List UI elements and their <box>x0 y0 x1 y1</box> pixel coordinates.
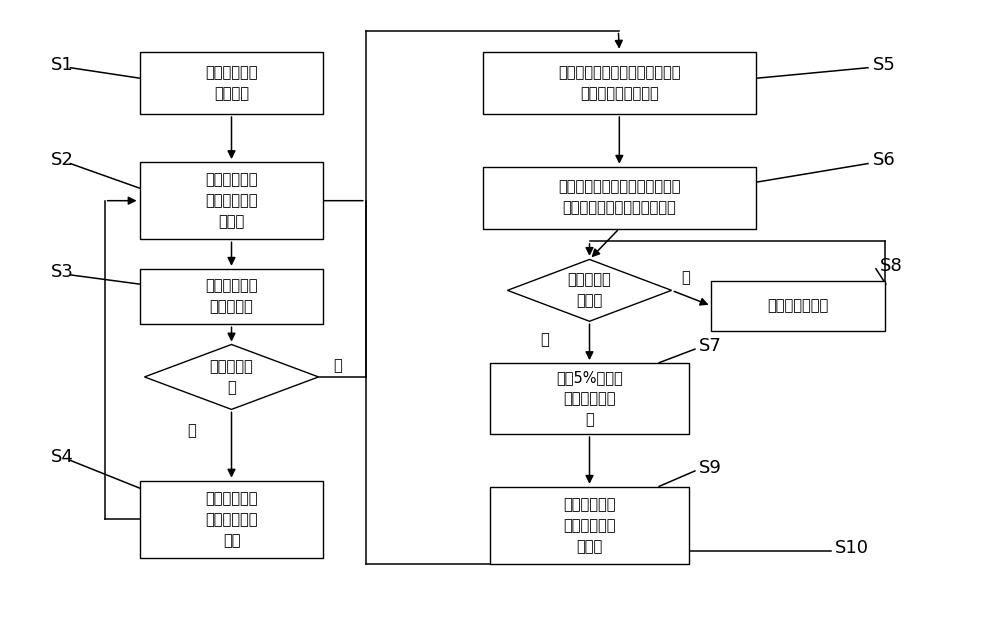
Text: 负载是否变
化: 负载是否变 化 <box>210 359 253 395</box>
Bar <box>140 269 323 324</box>
Text: 是: 是 <box>187 424 196 439</box>
Text: S4: S4 <box>51 448 73 466</box>
Text: S3: S3 <box>51 263 73 281</box>
Text: S1: S1 <box>51 56 73 74</box>
Text: S2: S2 <box>51 152 73 170</box>
Text: S8: S8 <box>880 256 903 275</box>
Text: 记录当前变化
的负载变量及
转速: 记录当前变化 的负载变量及 转速 <box>205 490 258 548</box>
Text: 否: 否 <box>333 358 342 373</box>
Text: 计算出当前负
载情况下的载
波频率: 计算出当前负 载情况下的载 波频率 <box>205 172 258 229</box>
Text: S6: S6 <box>873 152 896 170</box>
Text: 偏差是否在
阈值内: 偏差是否在 阈值内 <box>568 272 611 308</box>
Bar <box>483 167 756 228</box>
Polygon shape <box>144 344 319 409</box>
Text: 否: 否 <box>681 270 690 286</box>
Text: S9: S9 <box>699 459 722 477</box>
Bar <box>483 52 756 114</box>
Text: S7: S7 <box>699 337 722 355</box>
Text: S10: S10 <box>835 539 869 557</box>
Bar <box>490 487 689 564</box>
Text: 检测电机的负
载及转速: 检测电机的负 载及转速 <box>205 65 258 101</box>
Bar <box>140 52 323 114</box>
Text: 计算出当前转
速情况下的载
波频率: 计算出当前转 速情况下的载 波频率 <box>563 497 616 554</box>
Text: 是: 是 <box>540 333 549 348</box>
Polygon shape <box>507 260 672 321</box>
Bar <box>711 281 885 331</box>
Text: 降低载波频率，找到此负载下最
小的启动载波，存储: 降低载波频率，找到此负载下最 小的启动载波，存储 <box>558 65 681 101</box>
Text: 根据此载波频
率运行电机: 根据此载波频 率运行电机 <box>205 278 258 314</box>
Text: 对载波进行调整: 对载波进行调整 <box>768 298 829 313</box>
Bar <box>140 162 323 240</box>
Bar <box>140 480 323 558</box>
Text: 按照此载波，此时的速度运行，
同时检测目前实时的载波频率: 按照此载波，此时的速度运行， 同时检测目前实时的载波频率 <box>558 180 681 215</box>
Text: S5: S5 <box>873 56 896 74</box>
Text: 按照5%阶梯进
行加速或者减
速: 按照5%阶梯进 行加速或者减 速 <box>556 370 623 427</box>
Bar <box>490 363 689 434</box>
